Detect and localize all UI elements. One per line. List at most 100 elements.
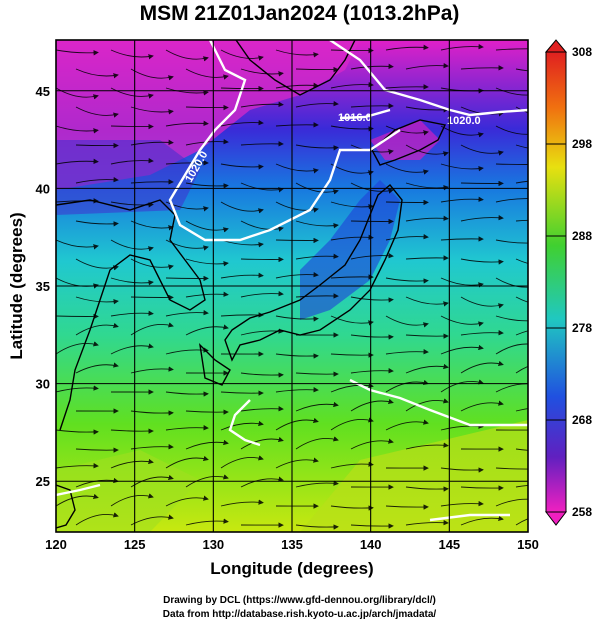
streamline (405, 62, 449, 70)
streamline (495, 467, 528, 470)
x-tick-label: 150 (517, 537, 539, 552)
streamline (56, 87, 99, 100)
streamline (350, 368, 394, 374)
streamline (495, 315, 528, 322)
streamline (405, 296, 449, 307)
streamline (385, 504, 429, 510)
streamline (295, 436, 339, 450)
colorbar-tick-label: 258 (572, 505, 592, 519)
streamline (165, 391, 209, 397)
streamline (385, 315, 429, 328)
streamline (440, 277, 484, 288)
streamline (515, 518, 528, 526)
streamline (275, 237, 319, 244)
streamline (350, 144, 394, 155)
streamline (75, 258, 119, 271)
streamline (240, 141, 284, 147)
colorbar-tick-label: 278 (572, 321, 592, 335)
streamline (240, 406, 284, 412)
contour-label-3: 1020.0 (447, 115, 481, 127)
streamline (440, 423, 484, 431)
streamline (330, 417, 374, 431)
streamline (295, 220, 339, 229)
streamline (350, 252, 394, 260)
streamline (220, 272, 264, 279)
streamline (495, 48, 528, 51)
streamline (515, 330, 528, 336)
streamline (385, 379, 429, 393)
x-axis: 120 125 130 135 140 145 150 (45, 537, 539, 552)
streamline (385, 419, 429, 431)
streamline (350, 296, 394, 303)
streamline (405, 486, 449, 492)
streamline (460, 296, 504, 309)
streamline (275, 122, 319, 128)
streamline (75, 220, 119, 227)
streamline (56, 385, 99, 393)
streamline (295, 371, 339, 377)
streamline (350, 182, 394, 194)
streamline (405, 333, 449, 339)
y-axis: 25 30 35 40 45 (36, 84, 50, 489)
streamline (440, 125, 484, 138)
chart-title: MSM 21Z01Jan2024 (1013.2hPa) (139, 2, 460, 25)
streamline (240, 290, 284, 298)
streamline (75, 447, 119, 453)
streamline (385, 84, 429, 90)
streamline (165, 49, 209, 62)
streamline (240, 68, 284, 77)
streamline (385, 163, 429, 175)
streamline (220, 201, 264, 214)
streamline (405, 106, 449, 113)
streamline (56, 463, 99, 469)
footer-source: Data from http://database.rish.kyoto-u.a… (162, 609, 437, 620)
streamline (330, 81, 374, 89)
streamline (275, 271, 319, 279)
streamline (165, 275, 209, 282)
streamline (330, 201, 374, 210)
streamline (275, 457, 319, 469)
streamline (165, 309, 209, 317)
streamline (275, 82, 319, 89)
streamline (185, 291, 229, 298)
streamline (240, 436, 284, 450)
streamline (295, 100, 339, 108)
streamline (460, 485, 504, 491)
streamline (440, 43, 484, 51)
streamline (330, 382, 374, 393)
streamline (295, 401, 339, 412)
streamline (385, 199, 429, 206)
streamline (110, 157, 154, 165)
streamline (295, 524, 339, 530)
streamline (220, 119, 264, 127)
streamline (110, 343, 154, 355)
streamline (385, 44, 429, 51)
streamline (405, 255, 449, 261)
streamline (165, 239, 209, 251)
streamline (240, 256, 284, 263)
streamline (110, 277, 154, 286)
colorbar-tick-label: 298 (572, 137, 592, 151)
streamline (405, 144, 449, 157)
streamline (165, 495, 209, 507)
streamline (350, 438, 394, 450)
streamline (440, 236, 484, 242)
streamline (460, 214, 504, 222)
streamline (330, 125, 374, 132)
streamline (495, 343, 528, 355)
streamline (460, 360, 504, 374)
colorbar-tick-label: 268 (572, 413, 592, 427)
streamline (295, 253, 339, 260)
colorbar-top-arrow (544, 39, 568, 53)
streamline (495, 125, 528, 135)
streamline (405, 182, 449, 191)
streamline (110, 201, 154, 208)
streamline (440, 196, 484, 203)
streamline (75, 142, 119, 149)
streamline (350, 63, 394, 70)
streamline (515, 485, 528, 488)
streamline (495, 198, 528, 203)
x-tick-label: 135 (281, 537, 303, 552)
streamline (495, 239, 528, 244)
streamline (56, 493, 99, 507)
